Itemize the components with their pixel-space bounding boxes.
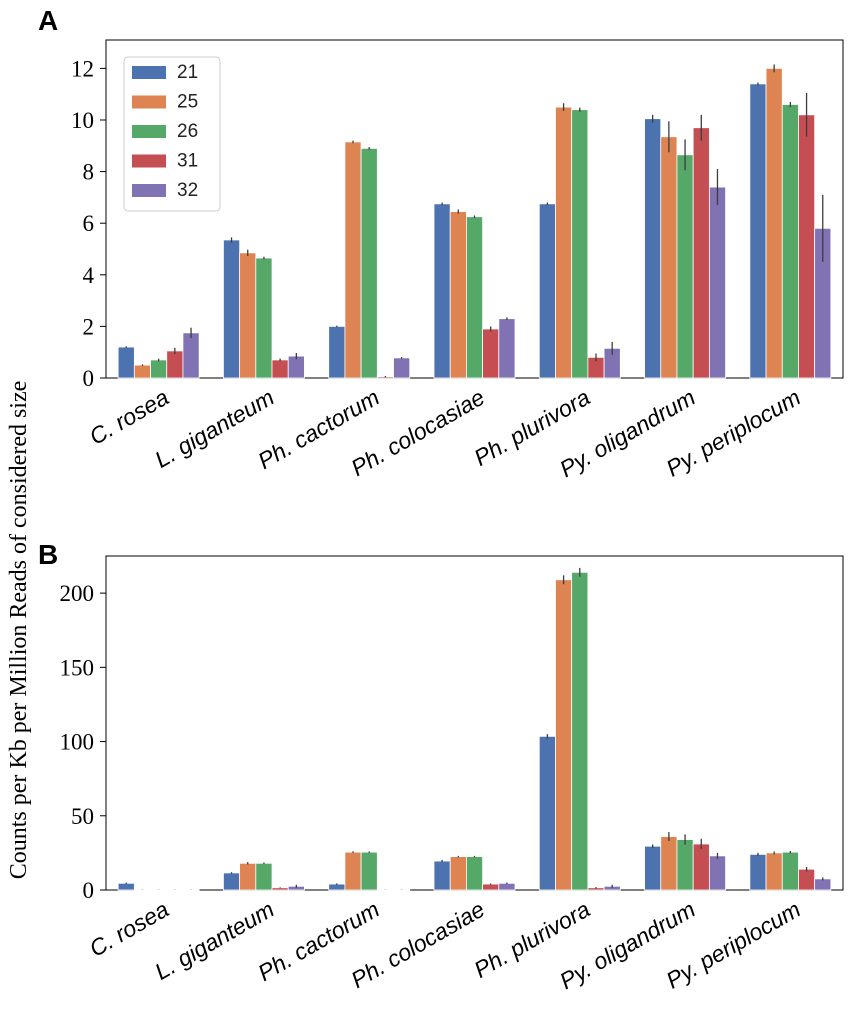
panel-b-bar-25-ph-plurivora	[555, 579, 573, 891]
panel-a-bar-26-c-rosea	[150, 359, 168, 379]
panel-a-bar-31-c-rosea	[166, 350, 184, 379]
panel-a-bar-32-ph-colocasiae	[498, 318, 516, 379]
panel-a-bar-26-py-periplocum	[781, 104, 799, 379]
panel-a-bar-21-c-rosea	[117, 346, 135, 379]
panel-b-bar-31-py-periplocum	[798, 868, 816, 891]
panel-a-bar-25-py-periplocum	[765, 67, 783, 379]
panel-a-bar-21-ph-cactorum	[328, 325, 346, 379]
panel-b-bar-26-py-oligandrum	[676, 839, 694, 891]
panel-b-bar-25-py-oligandrum	[660, 836, 678, 891]
panel-b-letter: B	[38, 539, 58, 570]
panel-b-bar-21-ph-colocasiae	[433, 860, 451, 891]
panel-a-ytick-label: 6	[83, 211, 95, 236]
panel-a-bar-31-ph-colocasiae	[482, 328, 500, 379]
panel-a-bar-21-ph-colocasiae	[433, 203, 451, 379]
panel-a-bar-32-c-rosea	[182, 332, 200, 379]
panel-b-bar-31-py-oligandrum	[692, 843, 710, 891]
panel-b-bar-21-py-periplocum	[749, 853, 767, 891]
panel-b-bar-32-ph-colocasiae	[498, 882, 516, 891]
panel-a-bar-31-l-giganteum	[271, 359, 289, 379]
panel-a-bar-26-ph-plurivora	[571, 109, 589, 379]
panel-a-xtick-label-c-rosea: C. rosea	[85, 384, 173, 450]
panel-a-ytick-label: 10	[71, 108, 94, 133]
panel-a-bar-31-py-oligandrum	[692, 127, 710, 379]
panel-b-bar-26-py-periplocum	[781, 851, 799, 891]
panel-a-bar-25-c-rosea	[133, 364, 151, 379]
panel-b-bar-21-ph-plurivora	[538, 735, 556, 891]
panel-a-ytick-label: 0	[83, 366, 95, 391]
panel-a-bar-21-py-periplocum	[749, 83, 767, 379]
legend-swatch-25	[132, 95, 166, 109]
panel-b-bar-26-l-giganteum	[255, 862, 273, 891]
legend: 21 25 26 31 32	[123, 56, 221, 212]
legend-label-32: 32	[177, 180, 198, 201]
panel-a-bar-25-l-giganteum	[239, 252, 257, 379]
panel-a-bar-25-py-oligandrum	[660, 136, 678, 379]
panel-b-bar-25-ph-colocasiae	[449, 856, 467, 891]
panel-a-bar-25-ph-plurivora	[555, 106, 573, 379]
panel-a-ytick-label: 4	[83, 263, 95, 288]
panel-a-bar-21-l-giganteum	[223, 239, 241, 379]
panel-a-ytick-label: 8	[83, 160, 95, 185]
panel-a-bar-21-py-oligandrum	[644, 118, 662, 379]
legend-swatch-31	[132, 154, 166, 168]
legend-swatch-26	[132, 125, 166, 138]
panel-b-bar-25-l-giganteum	[239, 862, 257, 891]
panel-b-bar-26-ph-cactorum	[360, 851, 378, 891]
panel-a-letter: A	[38, 5, 58, 36]
panel-a-bar-31-py-periplocum	[798, 114, 816, 379]
panel-b-bar-25-ph-cactorum	[344, 851, 362, 891]
panel-a-bar-26-ph-cactorum	[360, 147, 378, 379]
panel-a-bar-32-py-oligandrum	[708, 186, 726, 379]
panel-a-ytick-label: 2	[83, 314, 95, 339]
panel-b-bar-26-ph-plurivora	[571, 571, 589, 891]
panel-b-plot-frame	[105, 555, 844, 891]
panel-b-ytick-label: 200	[60, 581, 95, 606]
legend-swatch-21	[132, 66, 166, 79]
panel-a-bar-25-ph-colocasiae	[449, 211, 467, 379]
y-axis-label: Counts per Kb per Million Reads of consi…	[6, 381, 32, 880]
panel-a-bar-25-ph-cactorum	[344, 141, 362, 379]
panel-b-bar-32-py-periplocum	[814, 878, 832, 891]
panel-a-bar-26-l-giganteum	[255, 257, 273, 379]
legend-label-26: 26	[177, 121, 198, 142]
panel-b-bar-26-ph-colocasiae	[465, 856, 483, 891]
panel-a-bar-32-l-giganteum	[287, 355, 305, 379]
legend-label-25: 25	[177, 92, 198, 113]
panel-a-bar-32-ph-cactorum	[393, 357, 411, 379]
panel-b-bar-21-py-oligandrum	[644, 845, 662, 891]
panel-b-bar-21-ph-cactorum	[328, 883, 346, 891]
panel-b-bar-25-py-periplocum	[765, 852, 783, 891]
panel-a-bar-26-ph-colocasiae	[465, 216, 483, 379]
panel-a-bar-21-ph-plurivora	[538, 203, 556, 379]
panel-b-bar-21-c-rosea	[117, 882, 135, 891]
legend-label-31: 31	[177, 151, 198, 172]
panel-a-bar-26-py-oligandrum	[676, 154, 694, 379]
legend-label-21: 21	[177, 62, 198, 83]
panel-b-ytick-label: 0	[83, 878, 95, 903]
panel-a-ytick-label: 12	[71, 56, 94, 81]
panel-b-bar-21-l-giganteum	[223, 872, 241, 891]
panel-b-xtick-label-c-rosea: C. rosea	[85, 896, 173, 962]
panel-b-bar-31-ph-colocasiae	[482, 883, 500, 891]
panel-b-bar-32-py-oligandrum	[708, 855, 726, 891]
panel-b-ytick-label: 150	[60, 655, 95, 680]
legend-swatch-32	[132, 184, 166, 197]
panel-b-ytick-label: 50	[71, 804, 94, 829]
panel-b-ytick-label: 100	[60, 730, 95, 755]
